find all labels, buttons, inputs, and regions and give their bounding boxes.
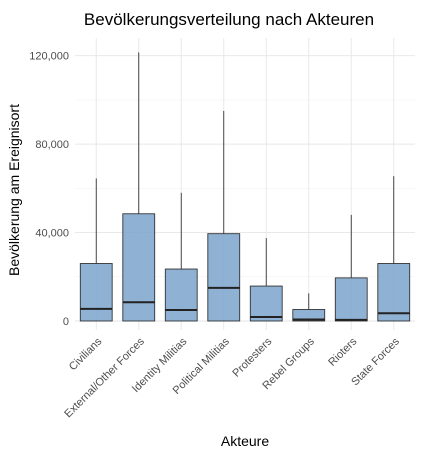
box-political-militias xyxy=(207,110,241,322)
box-protesters xyxy=(249,238,283,322)
box-body xyxy=(164,268,198,322)
box-body xyxy=(79,263,113,322)
box-civilians xyxy=(79,178,113,322)
x-tick-label: External/Other Forces xyxy=(62,335,147,420)
boxes xyxy=(79,52,411,322)
box-body xyxy=(292,309,326,322)
x-tick-label: Civilians xyxy=(67,335,105,373)
box-body xyxy=(334,277,368,322)
chart-title: Bevölkerungsverteilung nach Akteuren xyxy=(84,10,374,29)
y-tick-label: 40,000 xyxy=(35,228,69,240)
box-external-other-forces xyxy=(122,52,156,322)
box-body xyxy=(249,285,283,322)
box-state-forces xyxy=(377,176,411,322)
x-tick-label: Rioters xyxy=(326,335,359,368)
box-identity-militias xyxy=(164,192,198,322)
y-axis-title: Bevölkerung am Ereignisort xyxy=(6,104,22,276)
box-body xyxy=(377,263,411,322)
box-rioters xyxy=(334,214,368,322)
box-rebel-groups xyxy=(292,293,326,322)
y-tick-label: 120,000 xyxy=(29,51,69,63)
y-tick-label: 80,000 xyxy=(35,139,69,151)
box-body xyxy=(207,233,241,322)
x-tick-label: Protesters xyxy=(230,335,274,379)
y-tick-label: 0 xyxy=(63,316,69,328)
box-body xyxy=(122,213,156,322)
x-axis-title: Akteure xyxy=(221,433,269,449)
y-axis-ticks: 0 40,000 80,000 120,000 xyxy=(29,51,69,328)
